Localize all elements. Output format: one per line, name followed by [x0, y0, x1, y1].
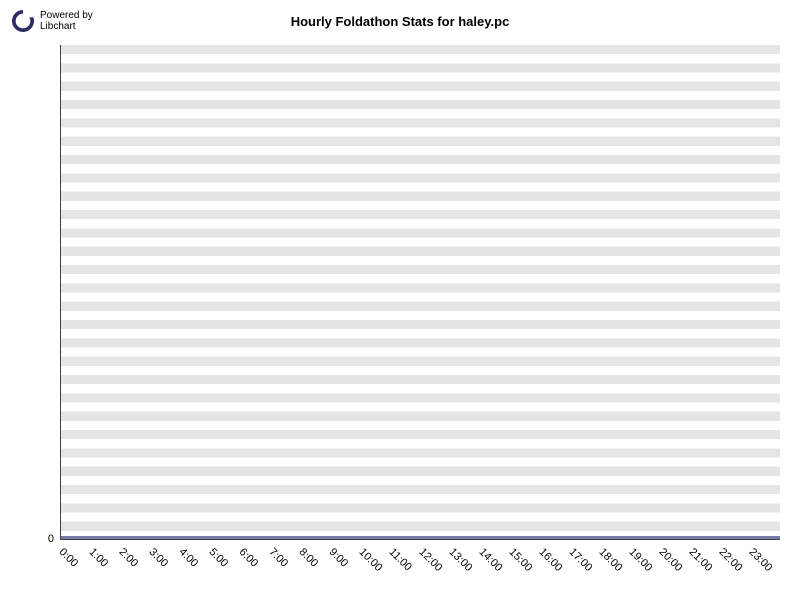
x-tick-label: 5:00	[206, 546, 230, 570]
y-axis-line	[60, 45, 61, 540]
x-tick-label: 14:00	[476, 546, 504, 574]
x-tick-label: 15:00	[506, 546, 534, 574]
y-tick-label: 0	[30, 533, 54, 545]
x-tick-label: 20:00	[656, 546, 684, 574]
x-tick-label: 9:00	[326, 546, 350, 570]
x-tick-label: 4:00	[176, 546, 200, 570]
x-tick-label: 0:00	[56, 546, 80, 570]
x-axis-line	[60, 539, 780, 540]
x-tick-label: 19:00	[626, 546, 654, 574]
plot-area	[60, 45, 780, 540]
x-tick-label: 16:00	[536, 546, 564, 574]
x-tick-label: 6:00	[236, 546, 260, 570]
x-tick-label: 1:00	[86, 546, 110, 570]
x-tick-label: 10:00	[356, 546, 384, 574]
x-tick-label: 22:00	[716, 546, 744, 574]
x-tick-label: 17:00	[566, 546, 594, 574]
x-tick-label: 18:00	[596, 546, 624, 574]
x-tick-label: 11:00	[386, 546, 413, 573]
chart-container: Powered by Libchart Hourly Foldathon Sta…	[0, 0, 800, 600]
x-tick-label: 13:00	[446, 546, 474, 574]
x-tick-label: 2:00	[116, 546, 140, 570]
chart-title: Hourly Foldathon Stats for haley.pc	[0, 14, 800, 29]
x-tick-label: 12:00	[416, 546, 444, 574]
plot-background	[60, 45, 780, 540]
x-tick-label: 23:00	[746, 546, 774, 574]
x-tick-label: 21:00	[686, 546, 714, 574]
x-tick-label: 8:00	[296, 546, 320, 570]
x-tick-label: 3:00	[146, 546, 170, 570]
x-tick-label: 7:00	[266, 546, 290, 570]
